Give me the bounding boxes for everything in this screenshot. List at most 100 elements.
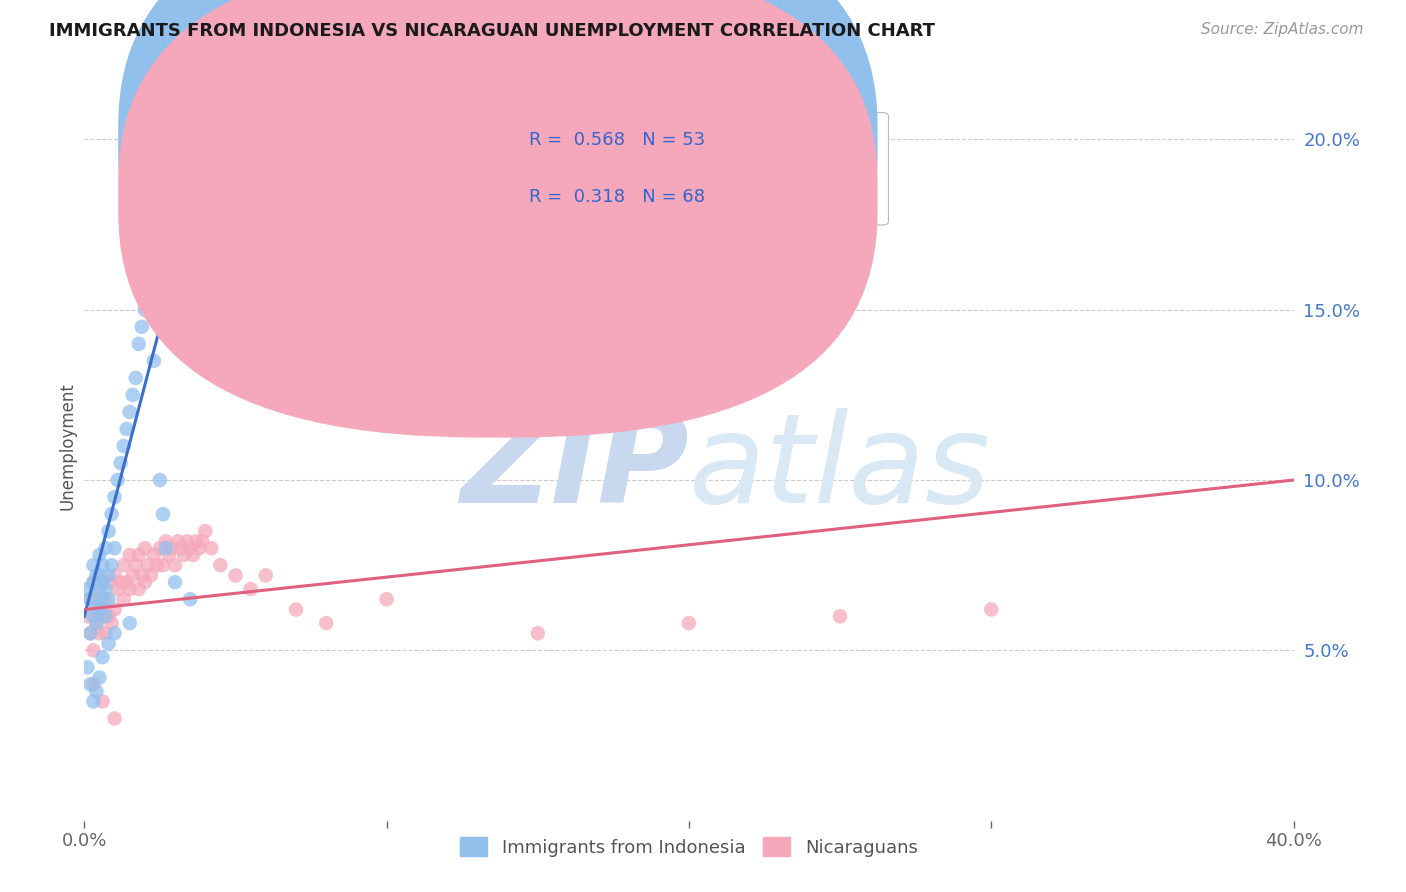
Point	[152, 558, 174, 573]
Point	[104, 490, 127, 504]
Point	[104, 626, 127, 640]
Point	[82, 643, 104, 657]
Point	[136, 558, 159, 573]
Point	[89, 626, 111, 640]
Point	[76, 582, 98, 596]
Point	[149, 541, 172, 556]
Point	[128, 548, 150, 562]
Point	[136, 285, 159, 300]
Point	[121, 568, 143, 582]
Point	[118, 405, 141, 419]
Point	[86, 616, 108, 631]
Point	[91, 575, 114, 590]
Point	[157, 548, 180, 562]
Point	[94, 626, 117, 640]
Point	[97, 636, 120, 650]
Point	[86, 616, 108, 631]
Point	[165, 558, 187, 573]
FancyBboxPatch shape	[118, 0, 877, 381]
Point	[375, 592, 398, 607]
Point	[104, 568, 127, 582]
Point	[82, 558, 104, 573]
Point	[79, 626, 101, 640]
FancyBboxPatch shape	[453, 112, 889, 225]
Point	[121, 388, 143, 402]
Text: R =  0.568   N = 53: R = 0.568 N = 53	[529, 131, 706, 150]
Point	[155, 534, 177, 549]
Point	[107, 582, 129, 596]
Point	[115, 422, 138, 436]
Point	[830, 609, 852, 624]
Point	[125, 558, 148, 573]
Text: R =  0.318   N = 68: R = 0.318 N = 68	[529, 188, 706, 206]
Point	[142, 548, 165, 562]
Point	[110, 456, 132, 470]
Point	[89, 602, 111, 616]
Point	[155, 541, 177, 556]
Point	[173, 548, 195, 562]
Point	[89, 568, 111, 582]
Point	[104, 602, 127, 616]
Point	[100, 558, 122, 573]
Point	[76, 660, 98, 674]
Point	[160, 541, 183, 556]
Point	[315, 616, 337, 631]
Point	[82, 575, 104, 590]
Point	[89, 671, 111, 685]
Point	[107, 473, 129, 487]
Point	[82, 575, 104, 590]
Point	[91, 650, 114, 665]
Point	[82, 694, 104, 708]
Point	[254, 568, 277, 582]
Point	[980, 602, 1002, 616]
Point	[179, 592, 201, 607]
Point	[91, 592, 114, 607]
Point	[225, 568, 247, 582]
Point	[139, 568, 162, 582]
Point	[91, 575, 114, 590]
Point	[97, 575, 120, 590]
Text: atlas: atlas	[689, 408, 991, 529]
Point	[91, 609, 114, 624]
Point	[91, 558, 114, 573]
Point	[112, 439, 135, 453]
Point	[179, 541, 201, 556]
Point	[149, 473, 172, 487]
Point	[97, 568, 120, 582]
Text: IMMIGRANTS FROM INDONESIA VS NICARAGUAN UNEMPLOYMENT CORRELATION CHART: IMMIGRANTS FROM INDONESIA VS NICARAGUAN …	[49, 22, 935, 40]
Point	[128, 582, 150, 596]
Point	[131, 319, 153, 334]
Point	[134, 575, 156, 590]
Point	[86, 599, 108, 613]
Point	[94, 541, 117, 556]
Point	[131, 568, 153, 582]
Point	[89, 582, 111, 596]
Point	[191, 534, 214, 549]
Point	[82, 609, 104, 624]
Point	[86, 568, 108, 582]
Point	[97, 524, 120, 538]
Point	[76, 609, 98, 624]
Point	[194, 524, 217, 538]
Point	[167, 534, 190, 549]
Point	[152, 507, 174, 521]
Point	[139, 268, 162, 283]
Point	[104, 711, 127, 725]
Point	[209, 558, 232, 573]
Point	[112, 558, 135, 573]
Point	[125, 371, 148, 385]
Point	[186, 534, 208, 549]
Point	[830, 235, 852, 249]
Point	[89, 592, 111, 607]
Point	[527, 626, 550, 640]
FancyBboxPatch shape	[118, 0, 877, 438]
Point	[239, 582, 262, 596]
Point	[91, 694, 114, 708]
Point	[97, 592, 120, 607]
Point	[134, 541, 156, 556]
Point	[79, 677, 101, 691]
Point	[100, 507, 122, 521]
Point	[97, 609, 120, 624]
Point	[176, 534, 198, 549]
Point	[134, 302, 156, 317]
